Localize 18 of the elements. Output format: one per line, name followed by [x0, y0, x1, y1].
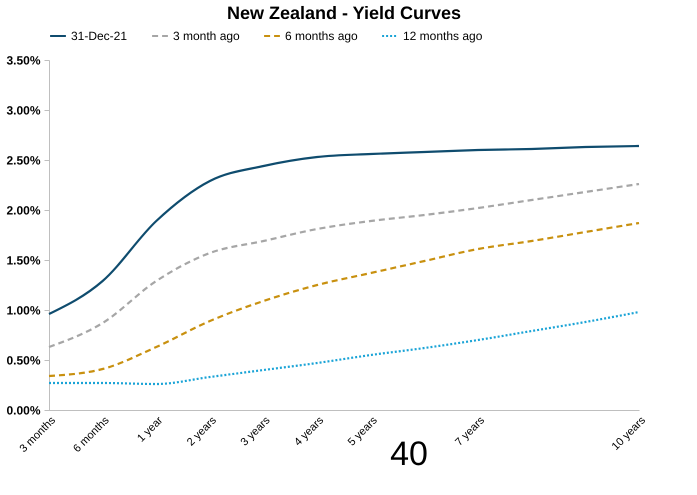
y-tick-label: 3.00%	[6, 104, 41, 118]
line-series	[48, 182, 640, 348]
legend-label: 6 months ago	[285, 29, 358, 43]
y-tick-label: 2.50%	[6, 154, 41, 168]
y-tick-label: 0.00%	[6, 404, 41, 418]
y-tick-label: 1.50%	[6, 254, 41, 268]
y-tick-label: 2.00%	[6, 204, 41, 218]
legend-label: 12 months ago	[403, 29, 483, 43]
chart-title: New Zealand - Yield Curves	[226, 3, 462, 23]
y-tick-label: 0.50%	[6, 354, 41, 368]
legend-label: 31-Dec-21	[71, 29, 128, 43]
text: 40	[390, 435, 428, 473]
line-series	[48, 222, 640, 378]
y-tick-label: 3.50%	[6, 54, 41, 68]
line-series	[48, 144, 640, 316]
line-series	[48, 310, 640, 386]
legend-label: 3 month ago	[173, 29, 240, 43]
y-tick-label: 1.00%	[6, 304, 41, 318]
